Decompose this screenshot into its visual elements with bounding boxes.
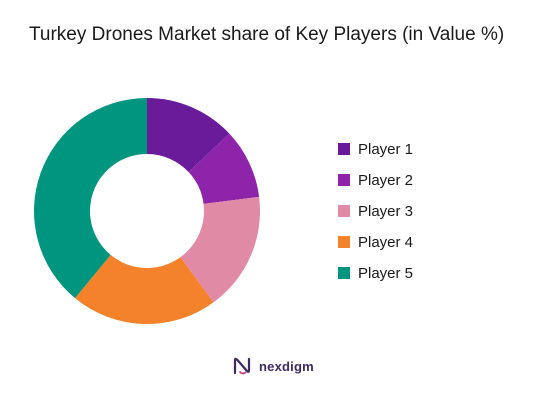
- legend-swatch: [338, 143, 350, 155]
- legend-swatch: [338, 205, 350, 217]
- donut-slice-2: [188, 133, 260, 204]
- nexdigm-logo-icon: [233, 357, 251, 375]
- donut-slice-3: [180, 196, 261, 303]
- legend-label: Player 3: [358, 202, 414, 220]
- legend-label: Player 1: [358, 140, 414, 158]
- legend-swatch: [338, 236, 350, 248]
- legend-swatch: [338, 267, 350, 279]
- donut-slice-4: [74, 254, 214, 325]
- donut-slice-1: [147, 98, 230, 172]
- legend-item-1: Player 1: [338, 138, 413, 160]
- legend-swatch: [338, 174, 350, 186]
- chart-legend: Player 1 Player 2 Player 3 Player 4 Player 5: [338, 138, 413, 293]
- legend-item-4: Player 4: [338, 231, 413, 253]
- legend-item-5: Player 5: [338, 262, 413, 284]
- legend-item-3: Player 3: [338, 200, 413, 222]
- chart-title: Turkey Drones Market share of Key Player…: [29, 24, 505, 45]
- donut-slice-5: [33, 97, 147, 299]
- brand-logo: nexdigm: [232, 356, 314, 376]
- legend-label: Player 4: [358, 233, 414, 251]
- legend-label: Player 2: [358, 171, 414, 189]
- brand-name: nexdigm: [259, 358, 314, 374]
- legend-label: Player 5: [358, 264, 414, 282]
- legend-item-2: Player 2: [338, 169, 413, 191]
